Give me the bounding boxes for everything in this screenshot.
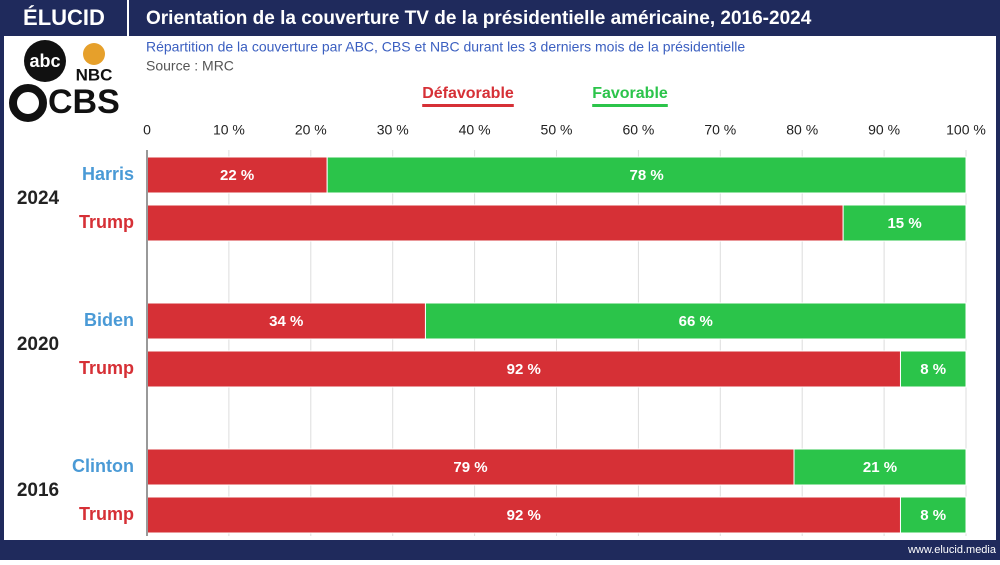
bar-segment: [899, 350, 967, 388]
data-label: 21 %: [863, 459, 897, 476]
data-label: 92 %: [507, 507, 541, 524]
bar-segment: [842, 204, 967, 242]
data-label: 34 %: [269, 313, 303, 330]
data-label: 66 %: [679, 313, 713, 330]
y-tick-label: Biden: [84, 310, 134, 330]
logo-text: CBS: [48, 83, 120, 121]
subtitle: Répartition de la couverture par ABC, CB…: [146, 39, 745, 55]
x-tick-label: 40 %: [459, 122, 491, 138]
footer: www.elucid.media: [907, 544, 997, 556]
logo-text: abc: [29, 51, 60, 71]
data-label: 8 %: [920, 507, 946, 524]
bar-segment: [146, 496, 901, 534]
group-label: 2024: [17, 188, 60, 209]
legend-label: Défavorable: [422, 85, 514, 102]
data-label: 79 %: [453, 459, 487, 476]
brand: ÉLUCID: [23, 5, 105, 30]
cbs-eye: [9, 84, 47, 122]
data-label: 8 %: [920, 361, 946, 378]
x-tick-label: 100 %: [946, 122, 986, 138]
data-label: 22 %: [220, 167, 254, 184]
y-tick-label: Clinton: [72, 456, 134, 476]
x-tick-label: 30 %: [377, 122, 409, 138]
logo-text: NBC: [76, 65, 113, 84]
x-tick-label: 0: [143, 122, 151, 138]
logos: abc NBC CBS: [9, 40, 120, 122]
abc-logo: [24, 40, 66, 82]
data-label: 92 %: [507, 361, 541, 378]
x-tick-label: 80 %: [786, 122, 818, 138]
bar-segment: [146, 350, 901, 388]
bar-segment: [146, 204, 844, 242]
x-tick-label: 10 %: [213, 122, 245, 138]
x-tick-label: 90 %: [868, 122, 900, 138]
x-tick-label: 60 %: [622, 122, 654, 138]
y-tick-label: Trump: [79, 358, 134, 378]
group-label: 2016: [17, 480, 59, 501]
bar-segment: [146, 448, 795, 486]
bar-segment: [146, 302, 426, 340]
data-label: 78 %: [629, 167, 663, 184]
chart-title: Orientation de la couverture TV de la pr…: [146, 8, 812, 29]
y-tick-label: Trump: [79, 504, 134, 524]
bar-segment: [424, 302, 967, 340]
group-label: 2020: [17, 334, 59, 355]
bar-segment: [793, 448, 967, 486]
nbc-logo: [83, 43, 105, 65]
x-tick-label: 50 %: [541, 122, 573, 138]
legend-label: Favorable: [592, 85, 668, 102]
y-tick-label: Trump: [79, 212, 134, 232]
bar-segment: [326, 156, 967, 194]
bar-segment: [899, 496, 967, 534]
x-tick-label: 20 %: [295, 122, 327, 138]
x-tick-label: 70 %: [704, 122, 736, 138]
source: Source : MRC: [146, 58, 234, 74]
y-tick-label: Harris: [82, 164, 134, 184]
legend-underline: [422, 104, 514, 107]
legend-underline: [592, 104, 668, 107]
data-label: 15 %: [887, 215, 921, 232]
